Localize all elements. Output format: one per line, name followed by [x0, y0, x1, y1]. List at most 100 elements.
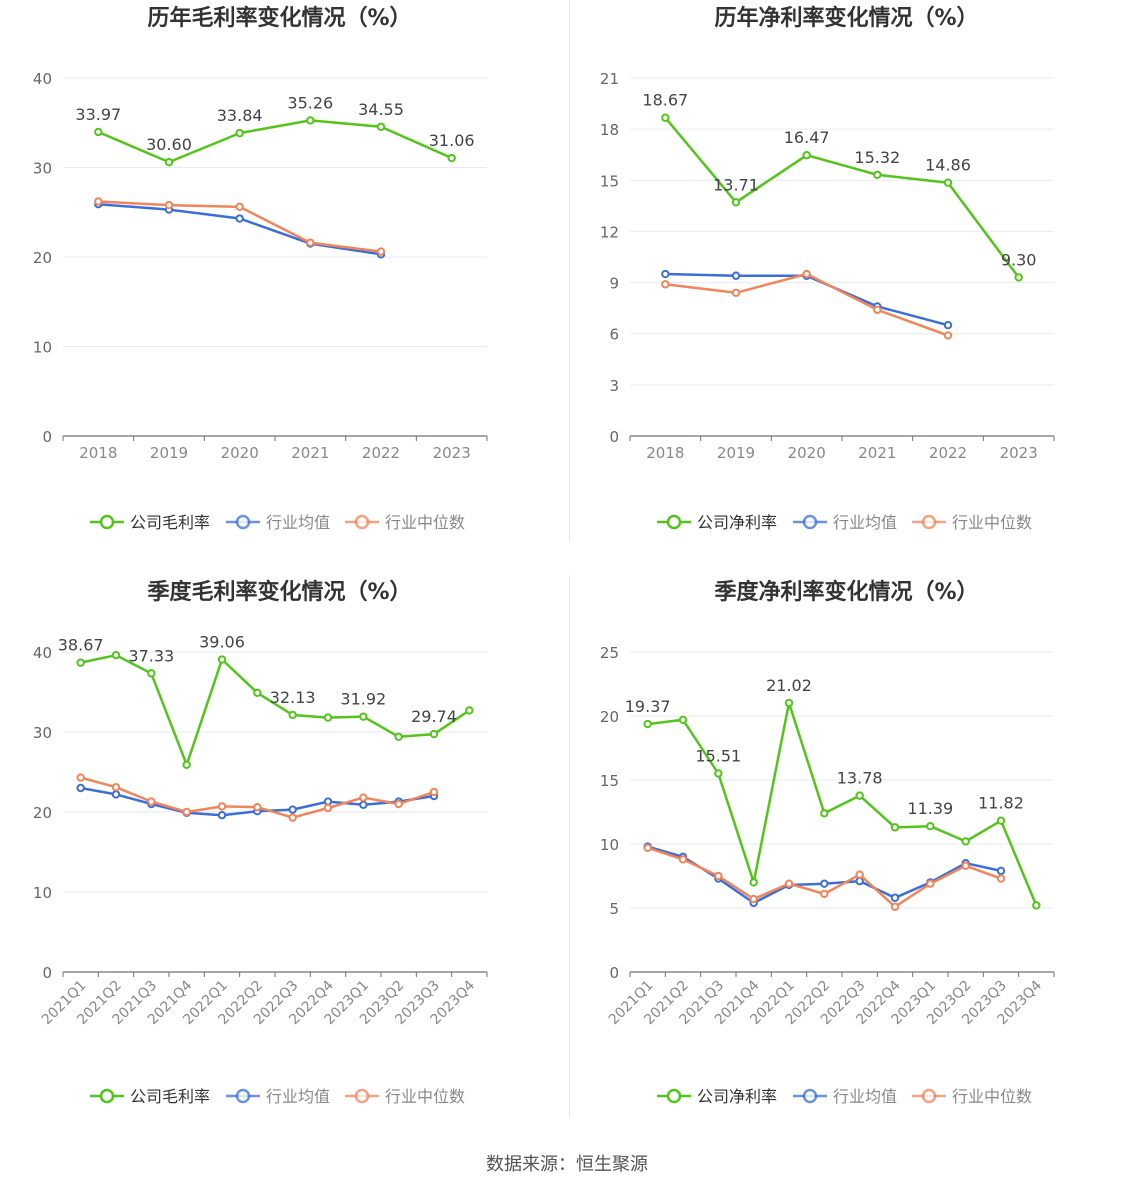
- data-point[interactable]: [217, 655, 227, 664]
- data-point[interactable]: [961, 861, 970, 870]
- data-point[interactable]: [288, 710, 297, 720]
- panel-divider: [569, 575, 570, 1118]
- data-point[interactable]: [802, 151, 811, 160]
- legend-item[interactable]: 公司毛利率: [90, 513, 210, 532]
- data-point[interactable]: [961, 837, 970, 846]
- data-point[interactable]: [943, 320, 953, 330]
- data-point[interactable]: [731, 198, 741, 207]
- data-point[interactable]: [217, 811, 227, 820]
- data-point[interactable]: [643, 719, 652, 729]
- data-point[interactable]: [996, 866, 1006, 876]
- data-point[interactable]: [890, 893, 900, 902]
- data-point[interactable]: [820, 809, 829, 818]
- data-point[interactable]: [306, 238, 315, 247]
- data-point[interactable]: [855, 870, 864, 879]
- data-point[interactable]: [147, 669, 156, 678]
- data-point[interactable]: [111, 783, 121, 792]
- data-point[interactable]: [429, 787, 439, 797]
- data-point[interactable]: [94, 197, 103, 206]
- y-tick-label: 30: [33, 724, 52, 742]
- legend-item[interactable]: 行业中位数: [345, 513, 465, 532]
- data-label: 9.30: [1001, 250, 1037, 269]
- legend-item[interactable]: 行业中位数: [912, 513, 1032, 532]
- data-point[interactable]: [306, 116, 315, 125]
- data-point[interactable]: [111, 790, 121, 799]
- data-point[interactable]: [235, 128, 244, 138]
- data-point[interactable]: [943, 331, 953, 340]
- data-point[interactable]: [359, 800, 368, 810]
- data-label: 33.97: [75, 105, 121, 124]
- data-point[interactable]: [111, 651, 121, 660]
- data-point[interactable]: [235, 214, 244, 223]
- data-point[interactable]: [661, 113, 670, 122]
- data-point[interactable]: [253, 803, 262, 812]
- data-point[interactable]: [217, 802, 227, 811]
- data-point[interactable]: [76, 658, 85, 667]
- data-source-footer: 数据来源：恒生聚源: [486, 1154, 648, 1175]
- data-point[interactable]: [323, 803, 333, 813]
- data-point[interactable]: [182, 760, 191, 770]
- data-point[interactable]: [873, 170, 882, 180]
- data-point[interactable]: [643, 843, 652, 853]
- data-point[interactable]: [359, 793, 368, 802]
- data-point[interactable]: [429, 729, 439, 739]
- legend-item[interactable]: 行业均值: [226, 1087, 330, 1106]
- data-point[interactable]: [376, 122, 386, 131]
- data-point[interactable]: [235, 202, 244, 212]
- legend-item[interactable]: 公司净利率: [657, 1087, 777, 1106]
- data-point[interactable]: [996, 874, 1006, 883]
- data-point[interactable]: [943, 178, 953, 187]
- data-point[interactable]: [890, 823, 900, 832]
- data-point[interactable]: [731, 288, 741, 297]
- data-point[interactable]: [465, 706, 474, 715]
- data-point[interactable]: [394, 799, 403, 809]
- data-point[interactable]: [376, 247, 386, 256]
- legend-item[interactable]: 公司毛利率: [90, 1087, 210, 1106]
- data-point[interactable]: [288, 813, 297, 822]
- legend-item[interactable]: 行业中位数: [912, 1087, 1032, 1106]
- data-point[interactable]: [820, 889, 829, 899]
- data-point[interactable]: [359, 712, 368, 721]
- data-point[interactable]: [447, 153, 456, 163]
- data-point[interactable]: [890, 902, 900, 911]
- annual-net-margin-chart: 历年净利率变化情况（%） 0 3 6 9 12 15 18 21 2018 2019 2020 2021…: [567, 0, 1134, 574]
- data-point[interactable]: [784, 698, 794, 708]
- data-point[interactable]: [784, 879, 794, 888]
- data-point[interactable]: [926, 879, 935, 888]
- data-point[interactable]: [926, 822, 935, 831]
- data-point[interactable]: [323, 713, 333, 722]
- data-point[interactable]: [182, 807, 191, 817]
- legend-item[interactable]: 行业均值: [226, 513, 330, 532]
- data-point[interactable]: [731, 271, 741, 280]
- data-point[interactable]: [94, 127, 103, 137]
- data-point[interactable]: [749, 894, 758, 904]
- data-point[interactable]: [164, 200, 174, 210]
- data-point[interactable]: [873, 305, 882, 315]
- data-point[interactable]: [678, 855, 688, 864]
- data-point[interactable]: [1014, 273, 1023, 282]
- data-point[interactable]: [802, 269, 811, 279]
- data-point[interactable]: [661, 269, 670, 279]
- data-point[interactable]: [164, 157, 174, 167]
- legend-item[interactable]: 行业均值: [793, 513, 897, 532]
- data-point[interactable]: [76, 773, 85, 782]
- data-point[interactable]: [678, 715, 688, 725]
- data-point[interactable]: [76, 783, 85, 793]
- data-point[interactable]: [996, 816, 1006, 825]
- data-point[interactable]: [820, 879, 829, 888]
- data-point[interactable]: [147, 797, 156, 806]
- series-line: [664, 116, 1020, 279]
- data-point[interactable]: [714, 769, 723, 778]
- legend-item[interactable]: 公司净利率: [657, 513, 777, 532]
- data-point[interactable]: [855, 791, 864, 800]
- data-point[interactable]: [714, 871, 723, 881]
- data-point[interactable]: [661, 280, 670, 289]
- data-point[interactable]: [1032, 901, 1041, 910]
- legend-item[interactable]: 行业均值: [793, 1087, 897, 1106]
- data-point[interactable]: [288, 805, 297, 814]
- legend-item[interactable]: 行业中位数: [345, 1087, 465, 1106]
- legend-swatch-marker: [354, 1088, 370, 1104]
- data-point[interactable]: [253, 688, 262, 698]
- data-point[interactable]: [394, 732, 403, 742]
- data-point[interactable]: [749, 878, 758, 887]
